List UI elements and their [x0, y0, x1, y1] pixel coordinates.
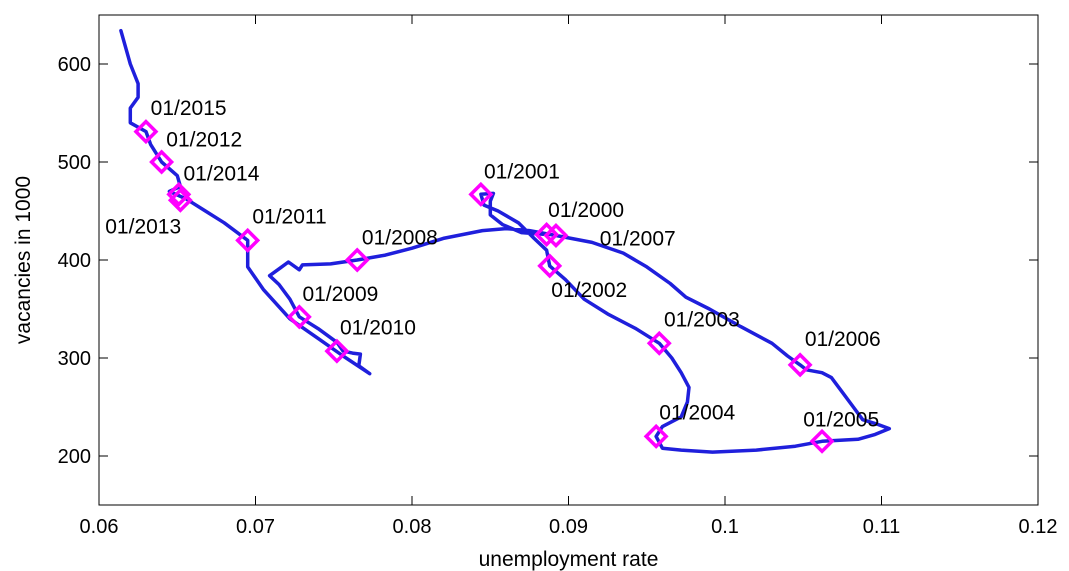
marker-diamond	[643, 423, 669, 449]
marker-diamond	[468, 181, 494, 207]
point-label: 01/2005	[803, 409, 879, 432]
marker-diamond	[534, 222, 560, 247]
x-tick-label: 0.12	[1019, 516, 1058, 538]
y-tick-label: 200	[58, 446, 91, 468]
y-axis-label: vacancies in 1000	[12, 176, 35, 344]
marker-layer	[133, 119, 835, 454]
marker-diamond	[543, 223, 569, 248]
marker-diamond	[286, 304, 312, 330]
marker-diamond	[235, 227, 261, 253]
point-label: 01/2015	[151, 97, 227, 120]
point-label: 01/2003	[664, 309, 740, 332]
point-label: 01/2007	[600, 227, 676, 250]
point-label: 01/2000	[548, 199, 624, 222]
point-label: 01/2002	[551, 279, 627, 302]
marker-diamond	[133, 119, 159, 145]
point-label: 01/2014	[184, 163, 260, 186]
marker-diamond	[166, 181, 192, 207]
series-line-layer	[119, 28, 892, 454]
marker-diamond	[809, 428, 835, 454]
y-tick-label: 400	[58, 250, 91, 272]
marker-diamond	[324, 338, 350, 364]
x-tick-label: 0.07	[236, 516, 275, 538]
point-label: 01/2001	[484, 161, 560, 184]
plot-area	[99, 15, 1038, 505]
x-tick-label: 0.09	[549, 516, 588, 538]
y-tick-label: 600	[58, 54, 91, 76]
point-label: 01/2008	[362, 226, 438, 249]
point-label: 01/2012	[166, 128, 242, 151]
marker-diamond	[149, 149, 175, 175]
x-axis-label: unemployment rate	[479, 548, 659, 571]
plot-frame	[98, 14, 1039, 506]
x-tick-label: 0.08	[393, 516, 432, 538]
x-tick-label: 0.1	[711, 516, 739, 538]
marker-diamond	[646, 330, 672, 356]
marker-diamond	[344, 247, 370, 273]
y-tick-label: 500	[58, 152, 91, 174]
y-tick-label: 300	[58, 348, 91, 370]
marker-diamond	[787, 352, 813, 378]
point-label: 01/2013	[105, 216, 181, 239]
point-label: 01/2006	[805, 328, 881, 351]
point-label: 01/2010	[340, 316, 416, 339]
marker-diamond	[537, 253, 563, 279]
point-label: 01/2011	[252, 206, 326, 229]
x-tick-label: 0.11	[863, 516, 900, 538]
point-label: 01/2004	[659, 402, 735, 425]
point-label-layer: 01/2000 01/2001 01/2002 01/2003 01/2004 01/20…	[105, 97, 880, 432]
x-tick-label: 0.06	[80, 516, 119, 538]
series-line-0	[119, 28, 892, 454]
point-label: 01/2009	[302, 283, 378, 306]
